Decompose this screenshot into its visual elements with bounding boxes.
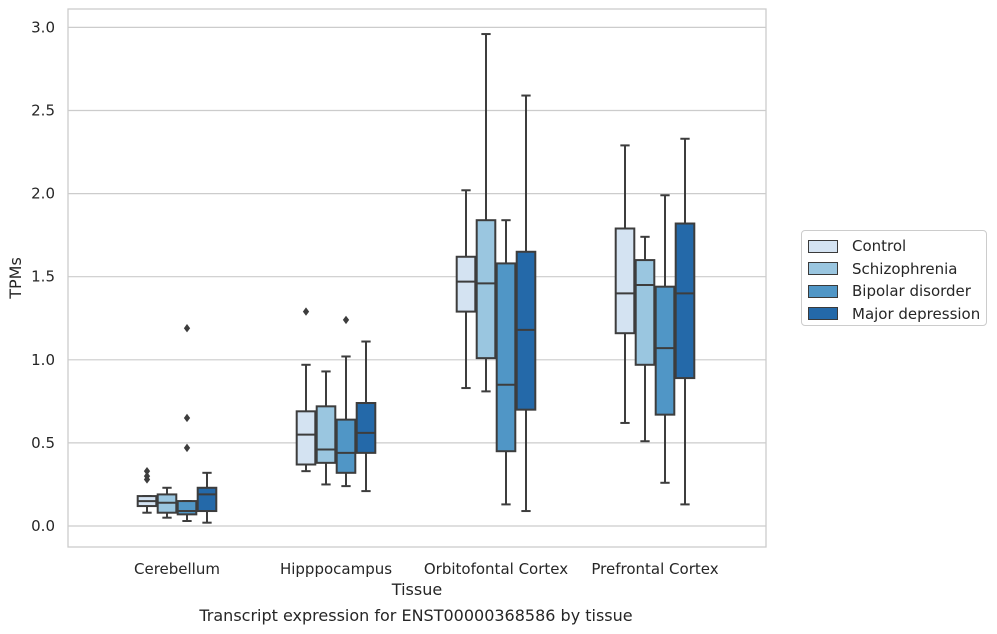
box: [315, 405, 337, 464]
x-tick-label: Hipppocampus: [280, 560, 392, 578]
box-group: [634, 235, 656, 443]
outlier-point: [302, 307, 310, 316]
box: [335, 418, 357, 474]
box-group: [515, 94, 537, 513]
box: [176, 500, 198, 516]
box: [455, 255, 477, 313]
legend-label-bipolar-disorder: Bipolar disorder: [852, 282, 971, 301]
outlier-point: [183, 324, 191, 333]
y-tick-label: 3.0: [31, 18, 55, 36]
y-tick-label: 1.5: [31, 268, 55, 286]
boxes-layer: [136, 33, 696, 524]
box: [355, 402, 377, 454]
legend-item-bipolar-disorder: Bipolar disorder: [808, 280, 986, 303]
outlier-point: [143, 466, 151, 476]
box-group: [614, 144, 636, 424]
legend-item-major-depression: Major depression: [808, 303, 986, 326]
legend: Control Schizophrenia Bipolar disorder M…: [801, 230, 987, 326]
box: [295, 410, 317, 466]
x-tick-labels: Cerebellum Hipppocampus Orbitofontal Corte…: [134, 560, 719, 578]
box: [475, 219, 497, 360]
box-group: [674, 137, 696, 506]
x-tick-label: Orbitofontal Cortex: [424, 560, 568, 578]
y-tick-label: 2.0: [31, 185, 55, 203]
legend-item-schizophrenia: Schizophrenia: [808, 258, 986, 281]
plot-frame: [67, 8, 767, 548]
y-tick-label: 1.0: [31, 351, 55, 369]
x-axis-label: Tissue: [391, 580, 442, 599]
y-tick-label: 2.5: [31, 102, 55, 120]
outlier-point: [183, 413, 191, 423]
box-group: [355, 340, 377, 493]
box: [654, 285, 676, 416]
outlier-point: [143, 471, 151, 481]
y-tick-labels: 0.0 0.5 1.0 1.5 2.0 2.5 3.0: [31, 18, 55, 535]
legend-label-control: Control: [852, 237, 907, 256]
figure-caption: Transcript expression for ENST0000036858…: [199, 606, 633, 625]
legend-label-major-depression: Major depression: [852, 304, 981, 323]
outlier-point: [342, 315, 350, 325]
box-group: [335, 315, 357, 488]
box-group: [654, 194, 676, 484]
y-tick-label: 0.5: [31, 434, 55, 452]
legend-swatch-control: [808, 239, 838, 253]
legend-swatch-bipolar-disorder: [808, 284, 838, 298]
outlier-point: [183, 443, 191, 453]
box: [196, 486, 218, 513]
box-group: [156, 486, 178, 519]
x-tick-label: Cerebellum: [134, 560, 220, 578]
box: [634, 259, 656, 366]
box: [495, 262, 517, 453]
box-group: [455, 189, 477, 390]
x-tick-label: Prefrontal Cortex: [591, 560, 718, 578]
y-axis-label: TPMs: [6, 257, 25, 300]
legend-item-control: Control: [808, 235, 986, 258]
legend-swatch-schizophrenia: [808, 262, 838, 276]
box-group: [176, 324, 198, 523]
legend-swatch-major-depression: [808, 307, 838, 321]
box-group: [295, 307, 317, 473]
box-group: [475, 33, 497, 393]
box-group: [196, 471, 218, 524]
box: [674, 222, 696, 380]
box: [614, 227, 636, 335]
grid-lines: [68, 26, 766, 527]
y-tick-label: 0.0: [31, 517, 55, 535]
box-group: [495, 219, 517, 506]
legend-label-schizophrenia: Schizophrenia: [852, 259, 958, 278]
box-group: [136, 466, 158, 514]
box-group: [315, 370, 337, 486]
